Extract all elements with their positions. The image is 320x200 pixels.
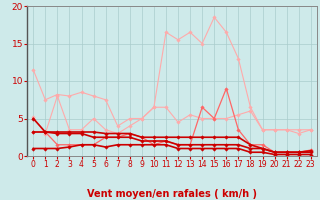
X-axis label: Vent moyen/en rafales ( km/h ): Vent moyen/en rafales ( km/h ) bbox=[87, 189, 257, 199]
